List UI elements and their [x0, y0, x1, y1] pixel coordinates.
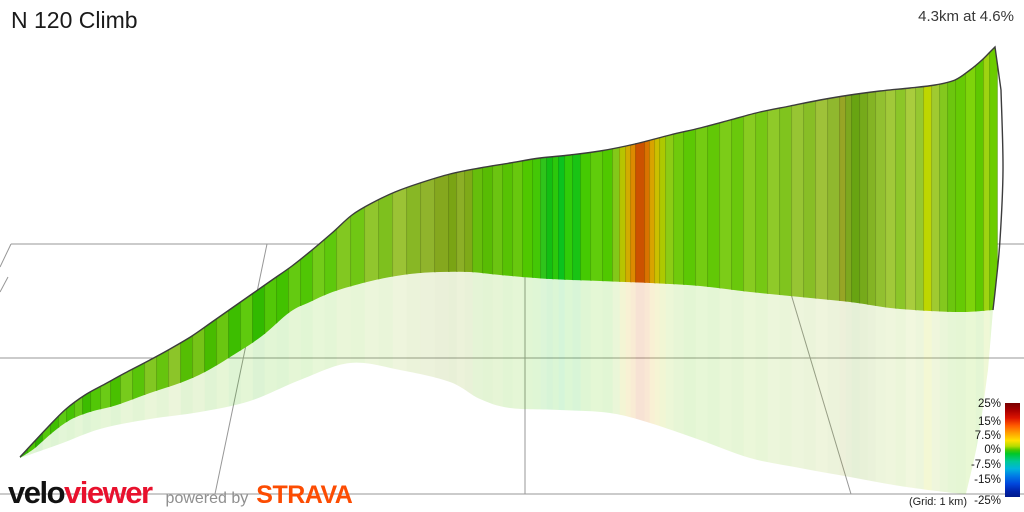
footer-branding: veloviewer powered by STRAVA: [8, 475, 353, 510]
veloviewer-logo-velo: velo: [8, 475, 66, 510]
veloviewer-logo[interactable]: veloviewer: [8, 475, 153, 510]
powered-by-label: powered by: [165, 490, 249, 507]
ground-grid-line: [214, 243, 268, 495]
elevation-profile-line: [19, 45, 1004, 458]
ground-grid-line: [0, 243, 12, 268]
strava-logo[interactable]: STRAVA: [256, 481, 353, 509]
climb-summary: 4.3km at 4.6%: [918, 8, 1014, 25]
veloviewer-logo-viewer: viewer: [64, 475, 153, 510]
page-title: N 120 Climb: [11, 7, 138, 33]
ground-grid-line: [0, 276, 9, 293]
